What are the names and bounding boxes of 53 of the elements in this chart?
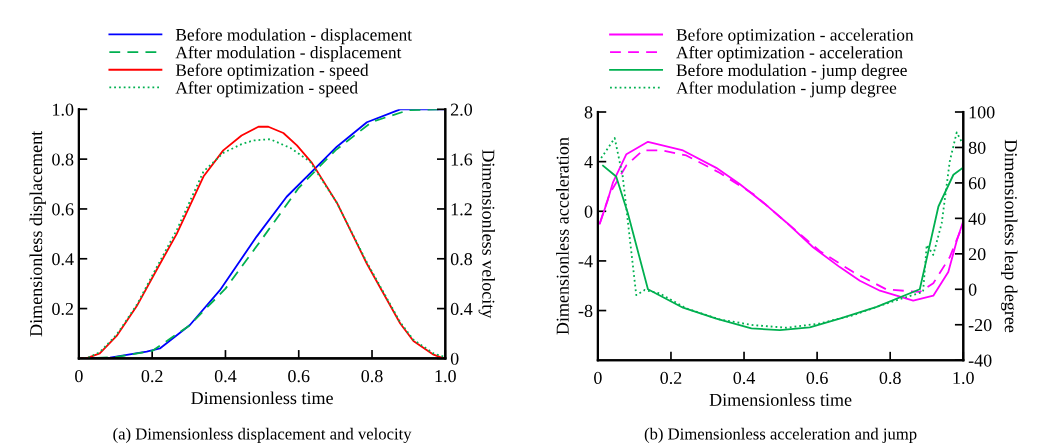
y-tick-label: 0 — [584, 205, 593, 218]
x-tick-label: 0.6 — [806, 371, 828, 385]
legend-label: After optimization - speed — [175, 81, 358, 98]
x-tick-label: 0 — [75, 370, 83, 383]
y2-tick-label: 0.4 — [450, 302, 473, 316]
legend-label: Before optimization - speed — [175, 63, 369, 80]
y-tick-label: 4 — [584, 156, 593, 168]
y2-tick-label: 40 — [968, 212, 986, 225]
y2-tick-label: 0.8 — [450, 253, 473, 266]
y-tick-label: 0.6 — [52, 203, 74, 216]
x-tick-label: 0.2 — [660, 371, 682, 385]
y2-tick-label: 60 — [968, 177, 986, 190]
y2-tick-label: 100 — [969, 106, 995, 119]
legend-label: Before modulation - jump degree — [676, 63, 907, 80]
y2-tick-label: 1.6 — [451, 153, 473, 166]
y-tick-label: 1.0 — [53, 103, 74, 116]
x-axis-title: Dimensionless time — [191, 391, 333, 405]
y2-tick-label: 2.0 — [450, 103, 473, 116]
y2-tick-label: 80 — [968, 141, 986, 154]
y-tick-label: -8 — [578, 304, 593, 317]
legend-label: After modulation - displacement — [175, 45, 402, 62]
x-tick-label: 0.6 — [288, 370, 310, 383]
y2-tick-label: -20 — [968, 318, 992, 332]
y2-tick-label: -40 — [968, 354, 992, 367]
y-tick-label: 8 — [584, 106, 593, 119]
y-tick-label: -4 — [578, 255, 593, 268]
y2-tick-label: 0 — [450, 352, 459, 365]
y2-tick-label: 0 — [968, 283, 977, 296]
legend-label: After optimization - acceleration — [676, 46, 903, 62]
x-tick-label: 0.4 — [733, 371, 756, 385]
x-tick-label: 0.4 — [214, 370, 237, 383]
y-tick-label: 0.8 — [52, 153, 74, 166]
y2-axis-title: Dimensionless velocity — [478, 149, 495, 319]
x-tick-label: 1.0 — [435, 370, 456, 383]
x-tick-label: 0.8 — [361, 370, 383, 383]
x-tick-label: 0.8 — [879, 371, 901, 385]
x-tick-label: 0.2 — [141, 370, 163, 383]
text: (a) Dimensionless displacement and velocity — [113, 427, 412, 443]
y-axis-title: Dimensionless acceleration — [556, 137, 569, 335]
x-tick-label: 1.0 — [953, 371, 974, 385]
text: (b) Dimensionless acceleration and jump — [644, 427, 917, 443]
legend-label: After modulation - jump degree — [676, 81, 897, 98]
y2-axis-title: Dimensionless leap degree — [1001, 139, 1018, 333]
y2-tick-label: 1.2 — [451, 203, 472, 216]
legend-label: Before optimization - acceleration — [676, 28, 914, 45]
y2-tick-label: 20 — [968, 248, 986, 261]
x-axis-title: Dimensionless time — [709, 393, 852, 406]
y-axis-title: Dimensionless displacement — [29, 130, 46, 337]
y-tick-label: 0.2 — [52, 302, 74, 316]
y-tick-label: 0.4 — [52, 253, 74, 266]
x-tick-label: 0 — [594, 371, 602, 385]
legend-label: Before modulation - displacement — [175, 28, 412, 45]
line-series — [600, 131, 964, 329]
